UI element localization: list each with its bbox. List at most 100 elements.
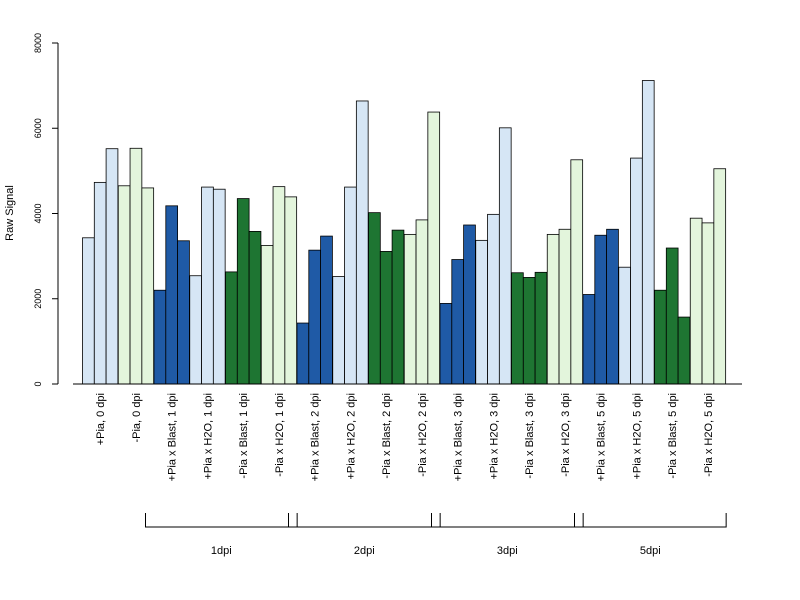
bar <box>415 219 429 385</box>
bar <box>332 276 345 385</box>
bar <box>272 186 286 385</box>
category-label: +Pia x Blast, 5 dpi <box>596 393 608 481</box>
y-tick-label: 8000 <box>33 33 43 53</box>
bar <box>117 185 131 385</box>
bar <box>689 217 703 385</box>
bar <box>606 228 619 385</box>
bar <box>641 80 655 385</box>
bar <box>201 186 214 385</box>
bar <box>105 148 119 385</box>
y-axis: 0 2000 4000 6000 8000 <box>33 33 59 387</box>
category-label: +Pia x H2O, 3 dpi <box>488 393 500 480</box>
category-label: -Pia x H2O, 5 dpi <box>703 393 715 477</box>
bar <box>212 188 226 385</box>
bar <box>558 228 572 385</box>
bar <box>344 186 357 385</box>
bar-group <box>403 111 441 385</box>
bar <box>260 245 274 385</box>
bar <box>511 272 524 385</box>
bar <box>236 198 250 385</box>
bar <box>630 157 643 385</box>
bar <box>153 289 167 385</box>
bar <box>427 111 441 385</box>
bracket-line <box>431 513 584 528</box>
bar-group <box>82 148 119 385</box>
bar <box>284 196 298 385</box>
bar <box>582 294 596 385</box>
bar <box>463 224 476 385</box>
bars <box>82 80 727 385</box>
category-label: +Pia x Blast, 1 dpi <box>167 393 179 481</box>
bar <box>248 231 262 385</box>
bar <box>451 259 464 385</box>
category-label: -Pia x Blast, 5 dpi <box>667 393 679 479</box>
bar <box>475 239 488 385</box>
bar <box>522 277 536 385</box>
y-tick-label: 4000 <box>33 203 43 223</box>
category-label: -Pia x H2O, 1 dpi <box>274 393 286 477</box>
bar-group <box>296 235 333 385</box>
bar-group <box>153 205 190 385</box>
category-label: +Pia x H2O, 5 dpi <box>631 393 643 480</box>
bar <box>368 212 381 385</box>
category-label: -Pia, 0 dpi <box>131 393 143 443</box>
bar-group <box>654 247 691 385</box>
bar <box>498 127 512 385</box>
y-tick-label: 0 <box>33 381 43 386</box>
bar-group <box>546 159 584 385</box>
bar <box>439 303 453 385</box>
bar <box>391 229 405 385</box>
bar <box>320 235 333 385</box>
bar-group <box>117 147 155 385</box>
bar <box>82 237 95 385</box>
bar <box>355 100 369 385</box>
bar <box>570 159 584 385</box>
bar-group <box>332 100 369 385</box>
bar <box>618 266 631 385</box>
category-label: +Pia x H2O, 2 dpi <box>345 393 357 480</box>
bar <box>654 289 667 385</box>
category-label: -Pia x H2O, 3 dpi <box>560 393 572 477</box>
bar <box>296 322 310 385</box>
group-brackets: 1dpi 2dpi 3dpi 5dpi <box>145 513 727 557</box>
bar <box>403 233 417 385</box>
bar-group <box>582 228 619 385</box>
bar <box>594 234 607 385</box>
bar <box>93 181 107 385</box>
bar-group <box>511 271 548 385</box>
bar <box>177 240 190 385</box>
bar-group <box>689 168 727 385</box>
category-label: +Pia x Blast, 2 dpi <box>310 393 322 481</box>
bracket-line <box>574 513 727 528</box>
bar <box>129 147 143 385</box>
bar <box>189 275 202 385</box>
category-label: +Pia x H2O, 1 dpi <box>202 393 214 480</box>
bar-group <box>368 212 405 385</box>
bar <box>308 249 321 385</box>
bar <box>141 187 155 385</box>
bar <box>677 316 691 385</box>
y-tick-label: 2000 <box>33 289 43 309</box>
group-bracket: 3dpi <box>431 513 584 557</box>
category-label: -Pia x Blast, 3 dpi <box>524 393 536 479</box>
category-label: -Pia x H2O, 2 dpi <box>417 393 429 477</box>
group-label: 2dpi <box>354 545 375 557</box>
bar-group <box>260 186 298 385</box>
group-bracket: 1dpi <box>145 513 298 557</box>
category-label: -Pia x Blast, 2 dpi <box>381 393 393 479</box>
bar-group <box>189 186 226 385</box>
y-axis-title: Raw Signal <box>4 185 16 241</box>
group-bracket: 2dpi <box>288 513 441 557</box>
bar <box>487 213 500 385</box>
bar <box>225 271 238 385</box>
bar <box>534 271 548 385</box>
bar <box>165 205 179 385</box>
group-label: 5dpi <box>640 545 661 557</box>
y-tick-label: 6000 <box>33 118 43 138</box>
category-label: +Pia x Blast, 3 dpi <box>453 393 465 481</box>
bracket-line <box>288 513 441 528</box>
bracket-line <box>145 513 298 528</box>
bar-group <box>439 224 476 385</box>
